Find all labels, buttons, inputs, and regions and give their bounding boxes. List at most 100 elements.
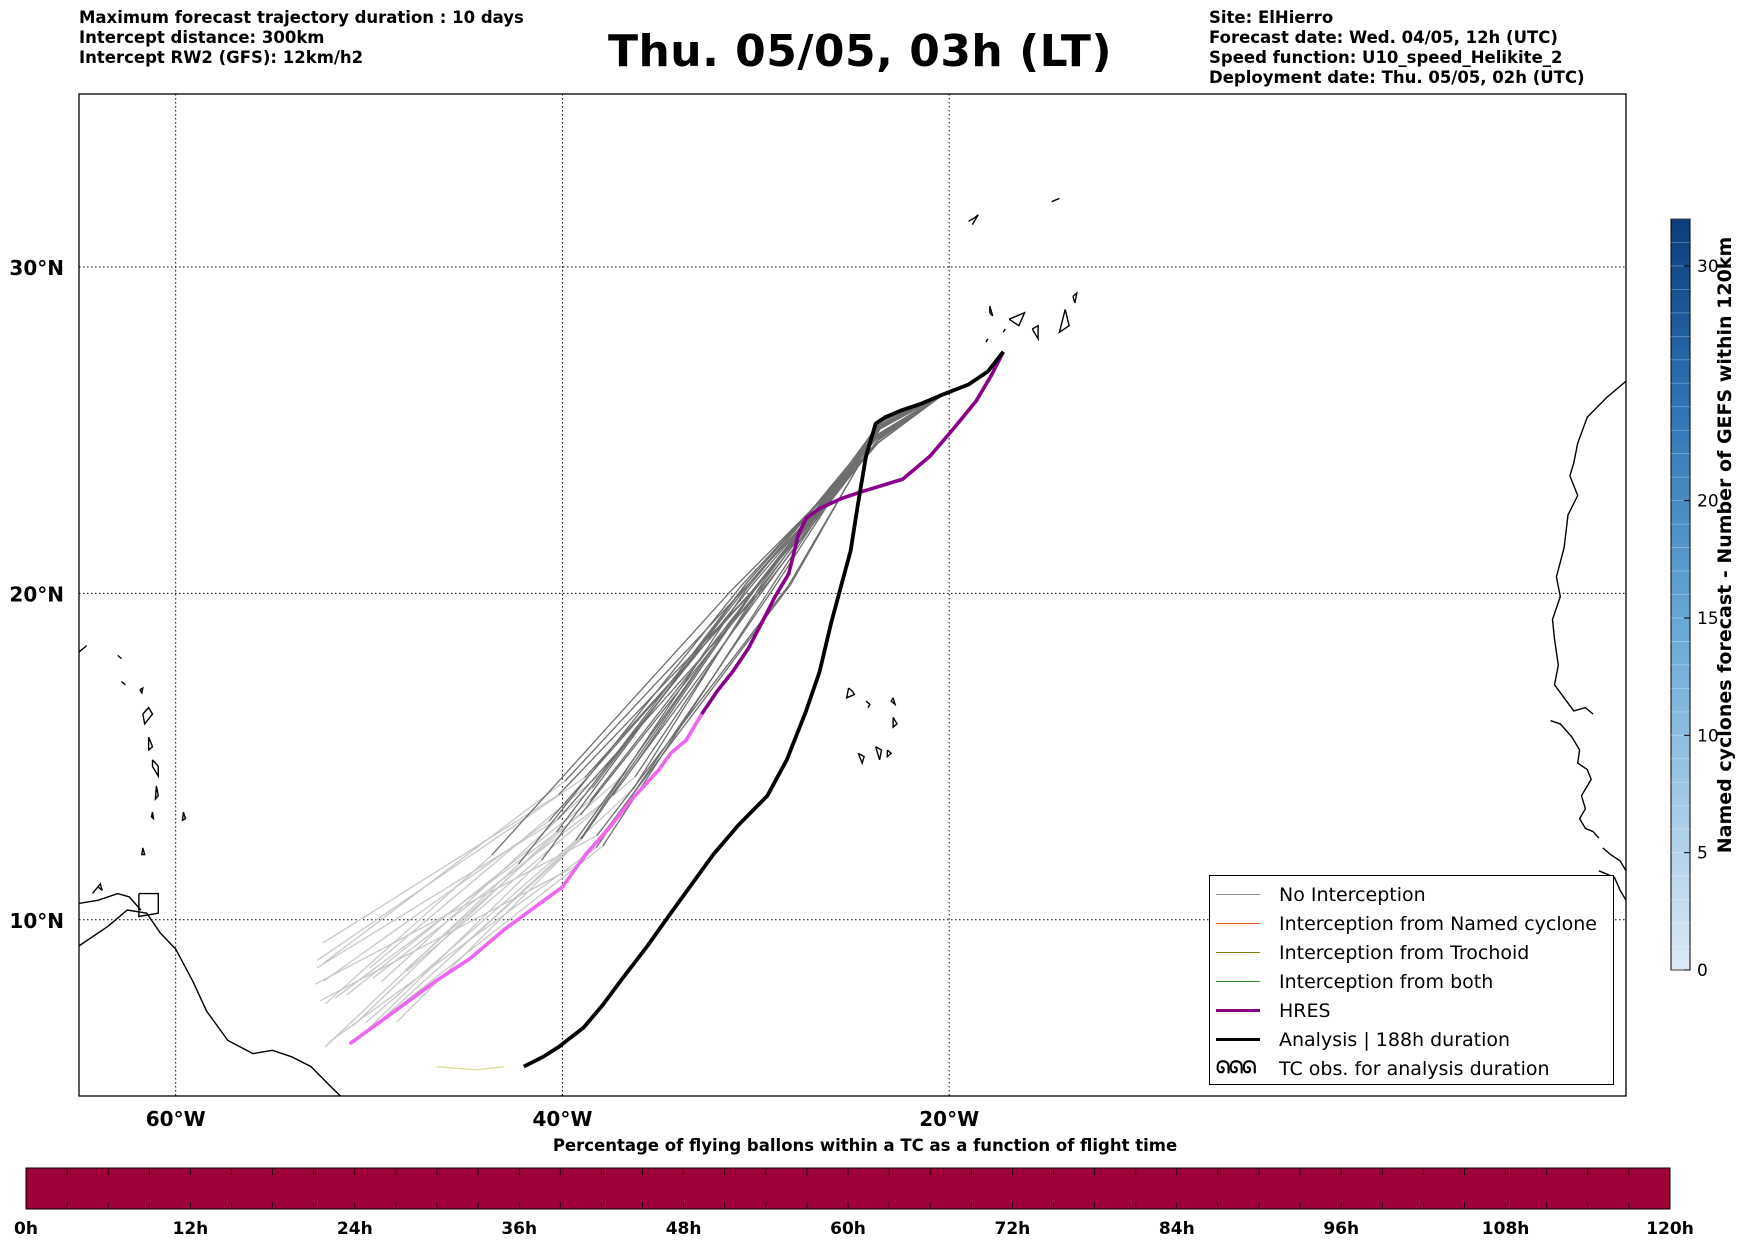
bottom-bar-title: Percentage of flying ballons within a TC… <box>552 1136 1178 1155</box>
bar-tick-label: 60h <box>830 1219 866 1239</box>
ensemble-track <box>634 351 1004 766</box>
coastline <box>845 687 856 699</box>
coastline <box>1551 380 1626 715</box>
coastline <box>968 214 979 225</box>
coastline <box>1051 197 1060 203</box>
coastline <box>117 654 122 660</box>
faded-track <box>370 845 604 1030</box>
coastline <box>875 746 883 761</box>
ensemble-track <box>575 351 1004 841</box>
bar-tick-label: 12h <box>173 1219 209 1239</box>
analysis-track <box>522 350 1005 1069</box>
coastline <box>181 811 187 822</box>
page-title: Thu. 05/05, 03h (LT) <box>607 26 1113 77</box>
legend-label: Interception from both <box>1279 970 1494 993</box>
faded-track <box>372 794 614 979</box>
legend-swatch <box>1216 943 1260 963</box>
faded-track <box>316 777 586 961</box>
legend-swatch <box>1216 972 1260 992</box>
legend-item: No Interception <box>1210 880 1613 909</box>
cyclone-colorbar <box>1670 218 1691 971</box>
legend-item: Interception from Named cyclone <box>1210 909 1613 938</box>
main-tracks <box>348 350 1005 1069</box>
legend-swatch <box>1216 1030 1260 1050</box>
coastline <box>154 785 160 802</box>
bar-tick-label: 84h <box>1159 1219 1195 1239</box>
bar-tick-label: 120h <box>1646 1219 1694 1239</box>
colorbar-tick-label: 5 <box>1697 844 1708 864</box>
intercept-rw2-text: Intercept RW2 (GFS): 12km/h2 <box>79 48 364 67</box>
speed-function-text: Speed function: U10_speed_Helikite_2 <box>1209 48 1563 67</box>
bar-tick-label: 24h <box>337 1219 373 1239</box>
map-frame <box>78 93 1627 1097</box>
ensemble-tracks <box>491 351 1004 865</box>
faded-track <box>364 839 577 1024</box>
colorbar-tick-label: 0 <box>1697 961 1708 981</box>
lat-tick-label: 10°N <box>9 909 64 933</box>
axis-tick-labels: 60°W 40°W 20°W 30°N 20°N 10°N <box>9 256 979 1131</box>
legend-swatch <box>1216 914 1260 934</box>
hres-faded-track <box>348 713 704 1046</box>
colorbar-label: Named cyclones forecast - Number of GEFS… <box>1714 236 1736 854</box>
coastline <box>1550 720 1600 839</box>
forecast-date-text: Forecast date: Wed. 04/05, 12h (UTC) <box>1209 28 1558 47</box>
colorbar-tick-label: 10 <box>1697 726 1719 746</box>
faded-ensemble-tracks <box>314 764 636 1071</box>
legend-swatch <box>1216 1001 1260 1021</box>
tc-percentage-bar-ticks: 0h 12h 24h 36h 48h 60h 72h 84h 96h 108h 120h <box>14 1168 1694 1239</box>
hres-track <box>700 350 1005 716</box>
header-left: Maximum forecast trajectory duration : 1… <box>79 8 524 68</box>
faded-track <box>316 818 558 969</box>
deployment-date-text: Deployment date: Thu. 05/05, 02h (UTC) <box>1209 68 1585 87</box>
ensemble-track <box>632 351 1004 790</box>
lon-tick-label: 20°W <box>919 1107 979 1131</box>
site-text: Site: ElHierro <box>1209 8 1334 27</box>
bar-tick-label: 108h <box>1482 1219 1530 1239</box>
coastline <box>1072 291 1078 304</box>
ensemble-track <box>580 351 1004 840</box>
faded-track <box>314 835 598 985</box>
colorbar-tick-label: 15 <box>1697 609 1719 629</box>
legend-label: TC obs. for analysis duration <box>1279 1057 1550 1080</box>
coastlines <box>79 197 1626 1096</box>
coastline <box>892 717 898 729</box>
ensemble-track <box>564 351 1004 782</box>
faded-track <box>346 799 591 996</box>
ensemble-track <box>602 351 1004 847</box>
coastline <box>142 706 154 726</box>
coastline <box>150 811 155 821</box>
legend-item: ᘏᘏᘏ TC obs. for analysis duration <box>1210 1054 1613 1083</box>
tc-symbol-icon: ᘏᘏᘏ <box>1216 1057 1256 1078</box>
coastline <box>1602 847 1626 872</box>
coastline <box>1058 309 1070 334</box>
coastline <box>865 700 871 708</box>
ensemble-track <box>548 351 1004 822</box>
coastline <box>886 749 893 759</box>
map-legend: No Interception Interception from Named c… <box>1209 875 1614 1085</box>
lon-tick-label: 40°W <box>532 1107 592 1131</box>
coastline <box>79 892 142 911</box>
lon-tick-label: 60°W <box>146 1107 206 1131</box>
legend-label: No Interception <box>1279 883 1426 906</box>
legend-item: Analysis | 188h duration <box>1210 1025 1613 1054</box>
header-right: Site: ElHierro Forecast date: Wed. 04/05… <box>1209 8 1585 88</box>
bar-tick-label: 48h <box>666 1219 702 1239</box>
bar-tick-label: 96h <box>1323 1219 1359 1239</box>
legend-label: Interception from Trochoid <box>1279 941 1530 964</box>
coastline <box>121 680 126 686</box>
max-duration-text: Maximum forecast trajectory duration : 1… <box>79 8 524 27</box>
coastline <box>79 645 88 653</box>
coastline <box>1598 870 1626 901</box>
faded-track <box>352 831 557 1027</box>
faded-track <box>329 847 597 1043</box>
colorbar-tick-label: 30 <box>1697 257 1719 277</box>
bar-tick-label: 0h <box>14 1219 38 1239</box>
coastline <box>985 338 989 343</box>
legend-label: HRES <box>1279 999 1331 1022</box>
coastline <box>857 752 865 766</box>
coastline <box>151 759 159 779</box>
legend-item: Interception from both <box>1210 967 1613 996</box>
coastline <box>1031 324 1039 342</box>
legend-label: Analysis | 188h duration <box>1279 1028 1511 1051</box>
legend-item: HRES <box>1210 996 1613 1025</box>
